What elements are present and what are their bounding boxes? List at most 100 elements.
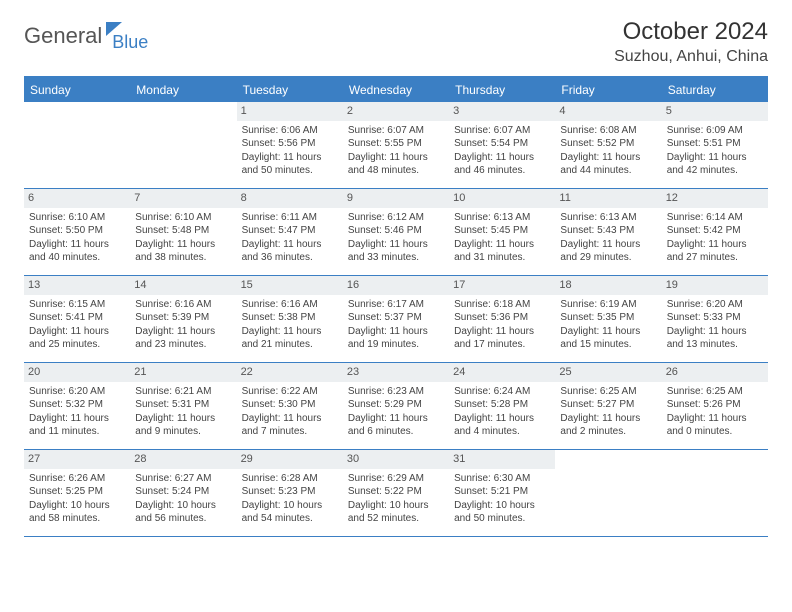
daylight-text: Daylight: 11 hours and 0 minutes.	[667, 412, 763, 439]
sunrise-text: Sunrise: 6:20 AM	[667, 298, 763, 312]
day-number: 3	[449, 102, 555, 121]
sunset-text: Sunset: 5:50 PM	[29, 224, 125, 238]
day-number: 16	[343, 276, 449, 295]
sunset-text: Sunset: 5:37 PM	[348, 311, 444, 325]
day-cell: 22Sunrise: 6:22 AMSunset: 5:30 PMDayligh…	[237, 363, 343, 449]
logo: General Blue	[24, 18, 148, 53]
sunrise-text: Sunrise: 6:25 AM	[667, 385, 763, 399]
day-cell: 26 Sunrise: 6:25 AMSunset: 5:26 PMDayligh…	[662, 363, 768, 449]
day-cell	[662, 450, 768, 536]
calendar: SundayMondayTuesdayWednesdayThursdayFrid…	[24, 76, 768, 537]
sunset-text: Sunset: 5:26 PM	[667, 398, 763, 412]
daylight-text: Daylight: 11 hours and 23 minutes.	[135, 325, 231, 352]
day-cell: 24Sunrise: 6:24 AMSunset: 5:28 PMDayligh…	[449, 363, 555, 449]
daylight-text: Daylight: 11 hours and 13 minutes.	[667, 325, 763, 352]
day-number: 9	[343, 189, 449, 208]
sunrise-text: Sunrise: 6:15 AM	[29, 298, 125, 312]
day-cell: 30Sunrise: 6:29 AMSunset: 5:22 PMDayligh…	[343, 450, 449, 536]
sunset-text: Sunset: 5:31 PM	[135, 398, 231, 412]
week-row: 13Sunrise: 6:15 AMSunset: 5:41 PMDayligh…	[24, 276, 768, 363]
day-number: 10	[449, 189, 555, 208]
day-cell: 15Sunrise: 6:16 AMSunset: 5:38 PMDayligh…	[237, 276, 343, 362]
days-of-week-row: SundayMondayTuesdayWednesdayThursdayFrid…	[24, 78, 768, 102]
sunset-text: Sunset: 5:54 PM	[454, 137, 550, 151]
sunset-text: Sunset: 5:51 PM	[667, 137, 763, 151]
daylight-text: Daylight: 11 hours and 21 minutes.	[242, 325, 338, 352]
daylight-text: Daylight: 11 hours and 33 minutes.	[348, 238, 444, 265]
day-cell: 16Sunrise: 6:17 AMSunset: 5:37 PMDayligh…	[343, 276, 449, 362]
sunrise-text: Sunrise: 6:25 AM	[560, 385, 656, 399]
sunrise-text: Sunrise: 6:07 AM	[454, 124, 550, 138]
day-cell: 14Sunrise: 6:16 AMSunset: 5:39 PMDayligh…	[130, 276, 236, 362]
sunrise-text: Sunrise: 6:13 AM	[560, 211, 656, 225]
day-number: 14	[130, 276, 236, 295]
day-number: 6	[24, 189, 130, 208]
day-number: 19	[662, 276, 768, 295]
day-cell: 18Sunrise: 6:19 AMSunset: 5:35 PMDayligh…	[555, 276, 661, 362]
day-cell: 27Sunrise: 6:26 AMSunset: 5:25 PMDayligh…	[24, 450, 130, 536]
sunset-text: Sunset: 5:24 PM	[135, 485, 231, 499]
sunrise-text: Sunrise: 6:13 AM	[454, 211, 550, 225]
sunset-text: Sunset: 5:48 PM	[135, 224, 231, 238]
header: General Blue October 2024 Suzhou, Anhui,…	[24, 18, 768, 66]
dow-cell: Wednesday	[343, 78, 449, 102]
day-number: 7	[130, 189, 236, 208]
sunset-text: Sunset: 5:32 PM	[29, 398, 125, 412]
daylight-text: Daylight: 11 hours and 48 minutes.	[348, 151, 444, 178]
day-number: 24	[449, 363, 555, 382]
sunrise-text: Sunrise: 6:27 AM	[135, 472, 231, 486]
day-cell: 3Sunrise: 6:07 AMSunset: 5:54 PMDaylight…	[449, 102, 555, 188]
sunrise-text: Sunrise: 6:28 AM	[242, 472, 338, 486]
sunrise-text: Sunrise: 6:08 AM	[560, 124, 656, 138]
daylight-text: Daylight: 10 hours and 52 minutes.	[348, 499, 444, 526]
sunrise-text: Sunrise: 6:23 AM	[348, 385, 444, 399]
week-row: 20Sunrise: 6:20 AMSunset: 5:32 PMDayligh…	[24, 363, 768, 450]
sunrise-text: Sunrise: 6:09 AM	[667, 124, 763, 138]
day-cell: 10Sunrise: 6:13 AMSunset: 5:45 PMDayligh…	[449, 189, 555, 275]
day-number: 28	[130, 450, 236, 469]
sunset-text: Sunset: 5:42 PM	[667, 224, 763, 238]
daylight-text: Daylight: 11 hours and 27 minutes.	[667, 238, 763, 265]
daylight-text: Daylight: 11 hours and 15 minutes.	[560, 325, 656, 352]
day-number: 4	[555, 102, 661, 121]
sunrise-text: Sunrise: 6:11 AM	[242, 211, 338, 225]
day-number: 20	[24, 363, 130, 382]
day-cell: 12Sunrise: 6:14 AMSunset: 5:42 PMDayligh…	[662, 189, 768, 275]
dow-cell: Tuesday	[237, 78, 343, 102]
daylight-text: Daylight: 11 hours and 44 minutes.	[560, 151, 656, 178]
logo-text-blue: Blue	[112, 32, 148, 53]
sunset-text: Sunset: 5:38 PM	[242, 311, 338, 325]
daylight-text: Daylight: 11 hours and 40 minutes.	[29, 238, 125, 265]
sunrise-text: Sunrise: 6:24 AM	[454, 385, 550, 399]
sunrise-text: Sunrise: 6:18 AM	[454, 298, 550, 312]
day-number: 26	[662, 363, 768, 382]
sunrise-text: Sunrise: 6:30 AM	[454, 472, 550, 486]
sunset-text: Sunset: 5:39 PM	[135, 311, 231, 325]
sunrise-text: Sunrise: 6:06 AM	[242, 124, 338, 138]
daylight-text: Daylight: 11 hours and 38 minutes.	[135, 238, 231, 265]
sunrise-text: Sunrise: 6:10 AM	[135, 211, 231, 225]
day-number: 17	[449, 276, 555, 295]
daylight-text: Daylight: 11 hours and 9 minutes.	[135, 412, 231, 439]
sunset-text: Sunset: 5:45 PM	[454, 224, 550, 238]
day-cell: 11Sunrise: 6:13 AMSunset: 5:43 PMDayligh…	[555, 189, 661, 275]
title-block: October 2024 Suzhou, Anhui, China	[614, 18, 768, 66]
sunrise-text: Sunrise: 6:17 AM	[348, 298, 444, 312]
week-row: 27Sunrise: 6:26 AMSunset: 5:25 PMDayligh…	[24, 450, 768, 537]
day-cell: 6Sunrise: 6:10 AMSunset: 5:50 PMDaylight…	[24, 189, 130, 275]
day-cell: 7 Sunrise: 6:10 AMSunset: 5:48 PMDaylight…	[130, 189, 236, 275]
day-number: 25	[555, 363, 661, 382]
dow-cell: Thursday	[449, 78, 555, 102]
sunset-text: Sunset: 5:46 PM	[348, 224, 444, 238]
day-cell: 23Sunrise: 6:23 AMSunset: 5:29 PMDayligh…	[343, 363, 449, 449]
daylight-text: Daylight: 11 hours and 36 minutes.	[242, 238, 338, 265]
day-cell: 28Sunrise: 6:27 AMSunset: 5:24 PMDayligh…	[130, 450, 236, 536]
day-number: 31	[449, 450, 555, 469]
sunrise-text: Sunrise: 6:16 AM	[242, 298, 338, 312]
day-cell: 20Sunrise: 6:20 AMSunset: 5:32 PMDayligh…	[24, 363, 130, 449]
daylight-text: Daylight: 11 hours and 7 minutes.	[242, 412, 338, 439]
day-number: 30	[343, 450, 449, 469]
sunset-text: Sunset: 5:30 PM	[242, 398, 338, 412]
day-number: 21	[130, 363, 236, 382]
dow-cell: Saturday	[662, 78, 768, 102]
